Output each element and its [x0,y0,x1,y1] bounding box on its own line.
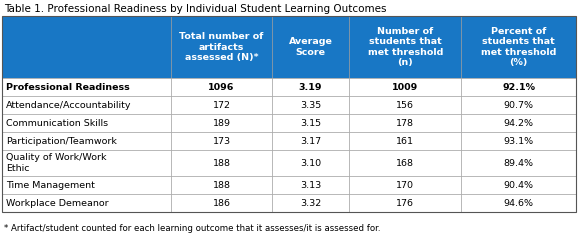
Bar [461,78,576,96]
Text: 92.1%: 92.1% [502,83,535,91]
Bar [2,132,171,150]
Bar [2,16,171,78]
Text: 3.32: 3.32 [300,198,321,208]
Bar [272,176,349,194]
Bar [272,114,349,132]
Bar [349,150,461,176]
Text: 3.17: 3.17 [300,137,321,145]
Bar [171,150,272,176]
Text: Workplace Demeanor: Workplace Demeanor [6,198,109,208]
Text: 188: 188 [213,180,231,189]
Text: Percent of
students that
met threshold
(%): Percent of students that met threshold (… [481,27,556,67]
Bar [2,78,171,96]
Text: 178: 178 [397,119,414,128]
Text: 90.7%: 90.7% [503,100,533,109]
Text: 189: 189 [213,119,231,128]
Bar [461,176,576,194]
Bar [171,194,272,212]
Text: 186: 186 [213,198,231,208]
Bar [349,114,461,132]
Text: 3.13: 3.13 [300,180,321,189]
Bar [2,96,171,114]
Text: 94.6%: 94.6% [503,198,533,208]
Text: Professional Readiness: Professional Readiness [6,83,129,91]
Bar [272,194,349,212]
Bar [171,114,272,132]
Bar [272,78,349,96]
Bar [2,150,171,176]
Bar [461,16,576,78]
Bar [272,132,349,150]
Bar [171,176,272,194]
Bar [461,96,576,114]
Text: 1096: 1096 [208,83,235,91]
Text: Quality of Work/Work
Ethic: Quality of Work/Work Ethic [6,153,106,173]
Text: 188: 188 [213,159,231,168]
Text: Table 1. Professional Readiness by Individual Student Learning Outcomes: Table 1. Professional Readiness by Indiv… [4,4,387,14]
Bar [349,176,461,194]
Bar [2,114,171,132]
Text: Communication Skills: Communication Skills [6,119,108,128]
Text: 3.15: 3.15 [300,119,321,128]
Bar [171,96,272,114]
Text: 156: 156 [397,100,414,109]
Text: 3.10: 3.10 [300,159,321,168]
Bar [272,16,349,78]
Text: 3.35: 3.35 [300,100,321,109]
Bar [2,16,576,212]
Text: Number of
students that
met threshold
(n): Number of students that met threshold (n… [368,27,443,67]
Bar [349,16,461,78]
Text: 170: 170 [397,180,414,189]
Text: * Artifact/student counted for each learning outcome that it assesses/it is asse: * Artifact/student counted for each lear… [4,224,380,233]
Bar [171,132,272,150]
Text: 94.2%: 94.2% [503,119,533,128]
Text: 176: 176 [397,198,414,208]
Bar [461,150,576,176]
Text: 93.1%: 93.1% [503,137,533,145]
Bar [349,78,461,96]
Text: 90.4%: 90.4% [503,180,533,189]
Text: 1009: 1009 [392,83,418,91]
Bar [171,78,272,96]
Bar [272,150,349,176]
Text: Average
Score: Average Score [288,37,332,57]
Bar [272,96,349,114]
Text: Time Management: Time Management [6,180,95,189]
Text: 173: 173 [213,137,231,145]
Text: Attendance/Accountability: Attendance/Accountability [6,100,132,109]
Bar [171,16,272,78]
Bar [461,194,576,212]
Text: Total number of
artifacts
assessed (N)*: Total number of artifacts assessed (N)* [179,32,264,62]
Text: Participation/Teamwork: Participation/Teamwork [6,137,117,145]
Text: 172: 172 [213,100,231,109]
Text: 3.19: 3.19 [299,83,323,91]
Bar [2,176,171,194]
Bar [2,194,171,212]
Bar [461,114,576,132]
Bar [349,96,461,114]
Text: 89.4%: 89.4% [503,159,533,168]
Text: 161: 161 [397,137,414,145]
Text: 168: 168 [397,159,414,168]
Bar [349,132,461,150]
Bar [461,132,576,150]
Bar [349,194,461,212]
